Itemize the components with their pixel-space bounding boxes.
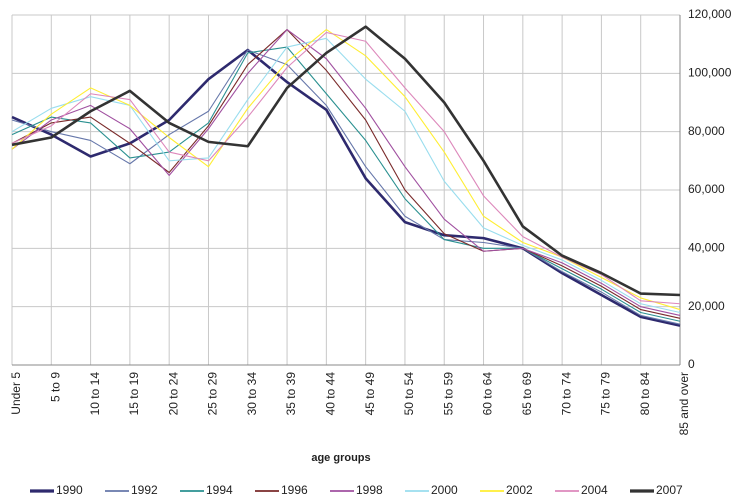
- x-tick-label: 45 to 49: [363, 372, 377, 416]
- series-line: [11, 31, 681, 305]
- x-tick-label: Under 5: [9, 372, 23, 415]
- series-line: [11, 48, 681, 327]
- legend-label: 2007: [656, 483, 683, 497]
- series-line: [11, 25, 681, 297]
- y-tick-label: 120,000: [688, 7, 731, 21]
- y-tick-label: 80,000: [688, 124, 725, 138]
- x-axis-title: age groups: [311, 452, 370, 464]
- y-tick-label: 40,000: [688, 241, 725, 255]
- series-line: [11, 46, 681, 322]
- x-tick-label: 5 to 9: [48, 372, 62, 402]
- x-tick-label: 70 to 74: [559, 372, 573, 416]
- legend-label: 1994: [206, 483, 233, 497]
- legend-label: 2004: [581, 483, 608, 497]
- x-tick-label: 40 to 44: [324, 372, 338, 416]
- series-line: [11, 37, 681, 314]
- series-line: [11, 29, 681, 311]
- x-tick-label: 65 to 69: [520, 372, 534, 416]
- x-tick-label: 80 to 84: [638, 372, 652, 416]
- x-tick-label: 55 to 59: [441, 372, 455, 416]
- y-tick-label: 0: [688, 357, 695, 371]
- x-tick-label: 10 to 14: [88, 372, 102, 416]
- legend-label: 1996: [281, 483, 308, 497]
- legend-label: 2000: [431, 483, 458, 497]
- y-tick-label: 20,000: [688, 299, 725, 313]
- x-tick-label: 85 and over: [677, 372, 691, 435]
- x-tick-label: 25 to 29: [206, 372, 220, 416]
- x-tick-label: 15 to 19: [127, 372, 141, 416]
- x-tick-label: 35 to 39: [284, 372, 298, 416]
- y-tick-label: 100,000: [688, 66, 731, 80]
- x-tick-label: 20 to 24: [166, 372, 180, 416]
- legend-label: 1998: [356, 483, 383, 497]
- x-tick-label: 50 to 54: [402, 372, 416, 416]
- x-tick-label: 60 to 64: [481, 372, 495, 416]
- series-line: [11, 49, 681, 325]
- legend-label: 1992: [131, 483, 158, 497]
- y-tick-label: 60,000: [688, 182, 725, 196]
- legend-label: 1990: [56, 483, 83, 497]
- series-line: [11, 29, 681, 316]
- series-line: [11, 29, 681, 319]
- legend-label: 2002: [506, 483, 533, 497]
- x-tick-label: 30 to 34: [245, 372, 259, 416]
- x-tick-label: 75 to 79: [599, 372, 613, 416]
